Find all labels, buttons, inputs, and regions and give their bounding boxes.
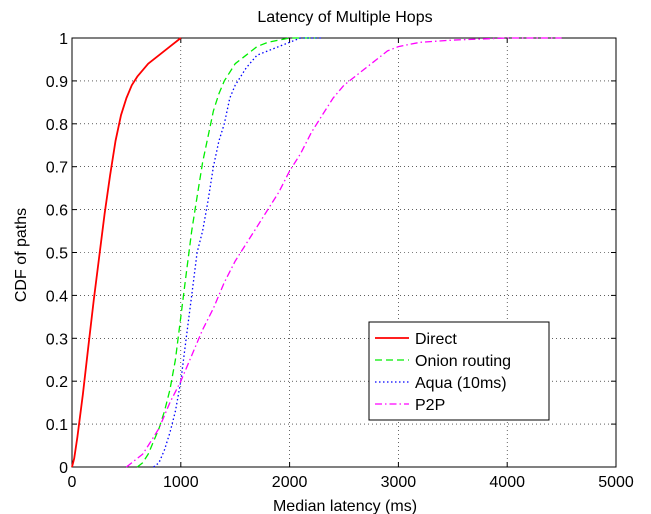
x-tick-label: 2000	[272, 474, 308, 491]
legend: Direct Onion routing Aqua (10ms) P2P	[368, 321, 550, 421]
y-tick-label: 0.3	[46, 331, 68, 348]
legend-box	[368, 321, 550, 421]
chart-title: Latency of Multiple Hops	[257, 9, 432, 26]
legend-label: Onion routing	[415, 353, 511, 370]
x-axis-label: Median latency (ms)	[273, 498, 417, 514]
x-tick-label: 3000	[381, 474, 417, 491]
y-tick-label: 0.5	[46, 246, 68, 263]
y-tick-label: 0.4	[46, 288, 68, 305]
axis-ticks: 0 1000 2000 3000 4000 5000 0 0.1 0.2 0.3 0.4 0.5 0.6…	[46, 31, 634, 491]
y-axis-label: CDF of paths	[13, 208, 30, 302]
legend-label: P2P	[415, 397, 445, 414]
y-tick-label: 0	[59, 460, 68, 477]
series-line-direct	[71, 37, 182, 468]
y-tick-label: 1	[59, 31, 68, 48]
x-tick-label: 4000	[489, 474, 525, 491]
legend-label: Aqua (10ms)	[415, 375, 507, 392]
series-line-p2p	[125, 37, 562, 468]
grid	[72, 38, 616, 467]
x-tick-label: 0	[68, 474, 77, 491]
legend-label: Direct	[415, 331, 457, 348]
y-tick-label: 0.2	[46, 374, 68, 391]
series-line-onion-routing	[136, 37, 317, 468]
x-tick-label: 1000	[163, 474, 199, 491]
y-tick-label: 0.7	[46, 160, 68, 177]
series-line-aqua-10ms	[153, 37, 323, 468]
series-lines	[71, 37, 562, 468]
y-tick-label: 0.9	[46, 74, 68, 91]
y-tick-label: 0.6	[46, 203, 68, 220]
x-tick-label: 5000	[598, 474, 634, 491]
y-tick-label: 0.1	[46, 417, 68, 434]
y-tick-label: 0.8	[46, 117, 68, 134]
